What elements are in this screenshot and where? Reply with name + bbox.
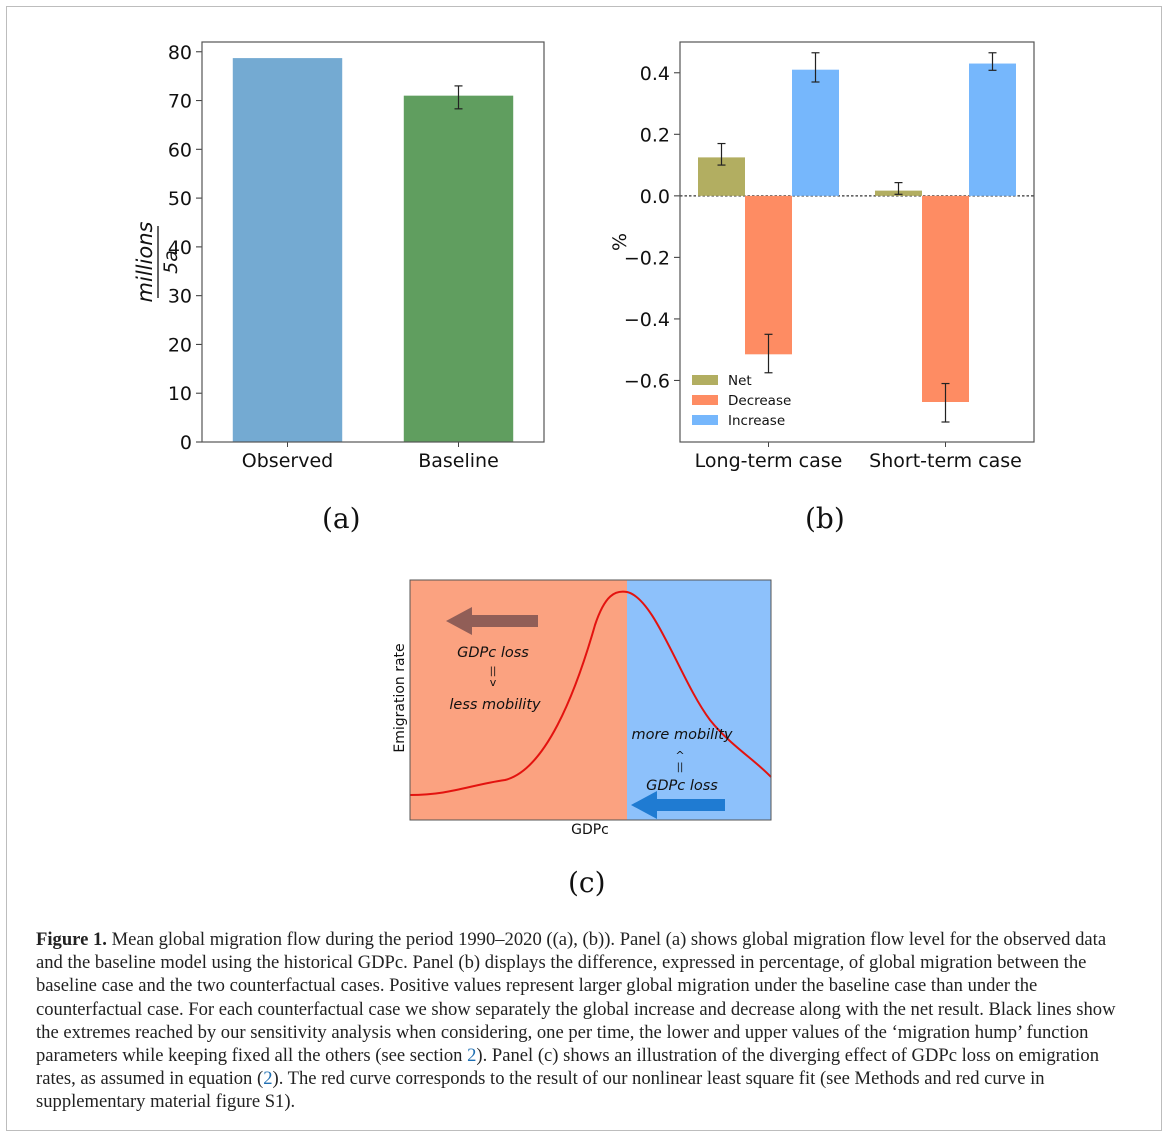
axes-frame-c xyxy=(409,579,772,821)
error-bar-baseline xyxy=(454,85,463,110)
error-bar-net-2 xyxy=(894,182,903,195)
y-axis-label-a: millions 5a xyxy=(133,222,182,303)
x-tick-label: Short-term case xyxy=(869,450,1022,472)
right-annotation: more mobility ^ || GDPc loss xyxy=(631,727,732,794)
y-axis-label-c: Emigration rate xyxy=(392,643,408,752)
right-annotation-line-4: GDPc loss xyxy=(646,778,718,794)
figure-frame xyxy=(6,6,1162,1131)
y-tick-label: −0.6 xyxy=(624,370,670,392)
right-annotation-line-1: more mobility xyxy=(631,727,732,743)
error-bar-increase-2 xyxy=(988,52,997,71)
bar-decrease-1 xyxy=(745,195,792,355)
y-tick-label: 10 xyxy=(168,383,192,405)
error-bar-increase-1 xyxy=(811,52,820,83)
bar-decrease-2 xyxy=(922,195,969,402)
y-axis-label-b: % xyxy=(609,233,631,251)
figure-label: Figure 1. xyxy=(36,929,107,950)
left-annotation-line-3: v xyxy=(490,676,497,689)
caption-text-3: ). The red curve corresponds to the resu… xyxy=(36,1068,1045,1113)
y-tick-label: 70 xyxy=(168,91,192,113)
y-tick-label: 60 xyxy=(168,139,192,161)
y-axis-label-numerator: millions xyxy=(133,222,157,303)
y-tick-label: 30 xyxy=(168,286,192,308)
x-tick-label: Observed xyxy=(242,450,333,472)
bar-observed xyxy=(232,58,343,442)
figure-caption: Figure 1. Mean global migration flow dur… xyxy=(36,928,1136,1114)
right-annotation-line-2: ^ xyxy=(675,749,684,762)
y-tick-label: 20 xyxy=(168,334,192,356)
emigration-curve xyxy=(409,590,772,796)
legend-label-decrease: Decrease xyxy=(728,393,791,409)
error-bar-decrease-2 xyxy=(941,382,950,423)
y-tick-label: 50 xyxy=(168,188,192,210)
panel-label-a: (a) xyxy=(322,502,361,535)
y-tick-label: 0.4 xyxy=(640,63,670,85)
x-tick-label: Baseline xyxy=(418,450,499,472)
x-axis-label-c: GDPc xyxy=(571,822,609,838)
legend-swatch-decrease xyxy=(692,395,718,405)
y-tick-label: 40 xyxy=(168,237,192,259)
equation-ref-link[interactable]: 2 xyxy=(263,1068,273,1090)
legend-label-increase: Increase xyxy=(728,413,785,429)
error-bar-decrease-1 xyxy=(764,333,773,374)
bar-increase-2 xyxy=(969,63,1016,196)
y-tick-label: −0.4 xyxy=(624,309,670,331)
panel-label-c: (c) xyxy=(568,866,606,899)
left-annotation-line-4: less mobility xyxy=(449,697,541,713)
right-arrow-icon xyxy=(631,791,725,819)
axes-frame-a xyxy=(201,41,545,443)
y-tick-label: 80 xyxy=(168,42,192,64)
axes-frame-b xyxy=(679,41,1035,443)
y-tick-label: 0.2 xyxy=(640,124,670,146)
caption-text-1: Mean global migration flow during the pe… xyxy=(36,929,1116,1067)
legend: Net Decrease Increase xyxy=(692,373,791,429)
y-tick-label: −0.2 xyxy=(624,247,670,269)
panel-label-b: (b) xyxy=(805,502,845,535)
bar-increase-1 xyxy=(792,69,839,196)
legend-swatch-net xyxy=(692,375,718,385)
legend-label-net: Net xyxy=(728,373,752,389)
y-tick-label: 0 xyxy=(180,432,192,454)
legend-swatch-increase xyxy=(692,415,718,425)
chart-b: −0.6 −0.4 −0.2 0.0 0.2 0.4 Long-term case Shor… xyxy=(609,41,1035,472)
y-axis-label-denominator: 5a xyxy=(160,250,182,274)
right-annotation-line-3: || xyxy=(677,762,684,773)
y-tick-label: 0.0 xyxy=(640,186,670,208)
left-annotation: GDPc loss || v less mobility xyxy=(449,645,541,713)
left-arrow-icon xyxy=(446,607,538,635)
bar-baseline xyxy=(403,95,514,442)
chart-a: 0 10 20 30 40 50 60 70 80 Observed Baseline milli… xyxy=(133,41,545,472)
chart-c: GDPc loss || v less mobility more mobili… xyxy=(392,579,772,838)
right-region xyxy=(627,580,771,820)
left-annotation-line-1: GDPc loss xyxy=(457,645,529,661)
error-bar-net-1 xyxy=(717,142,726,166)
caption-text-2: ). Panel (c) shows an illustration of th… xyxy=(36,1045,1099,1090)
left-annotation-line-2: || xyxy=(490,666,497,677)
section-ref-link[interactable]: 2 xyxy=(467,1045,477,1067)
x-tick-label: Long-term case xyxy=(695,450,843,472)
